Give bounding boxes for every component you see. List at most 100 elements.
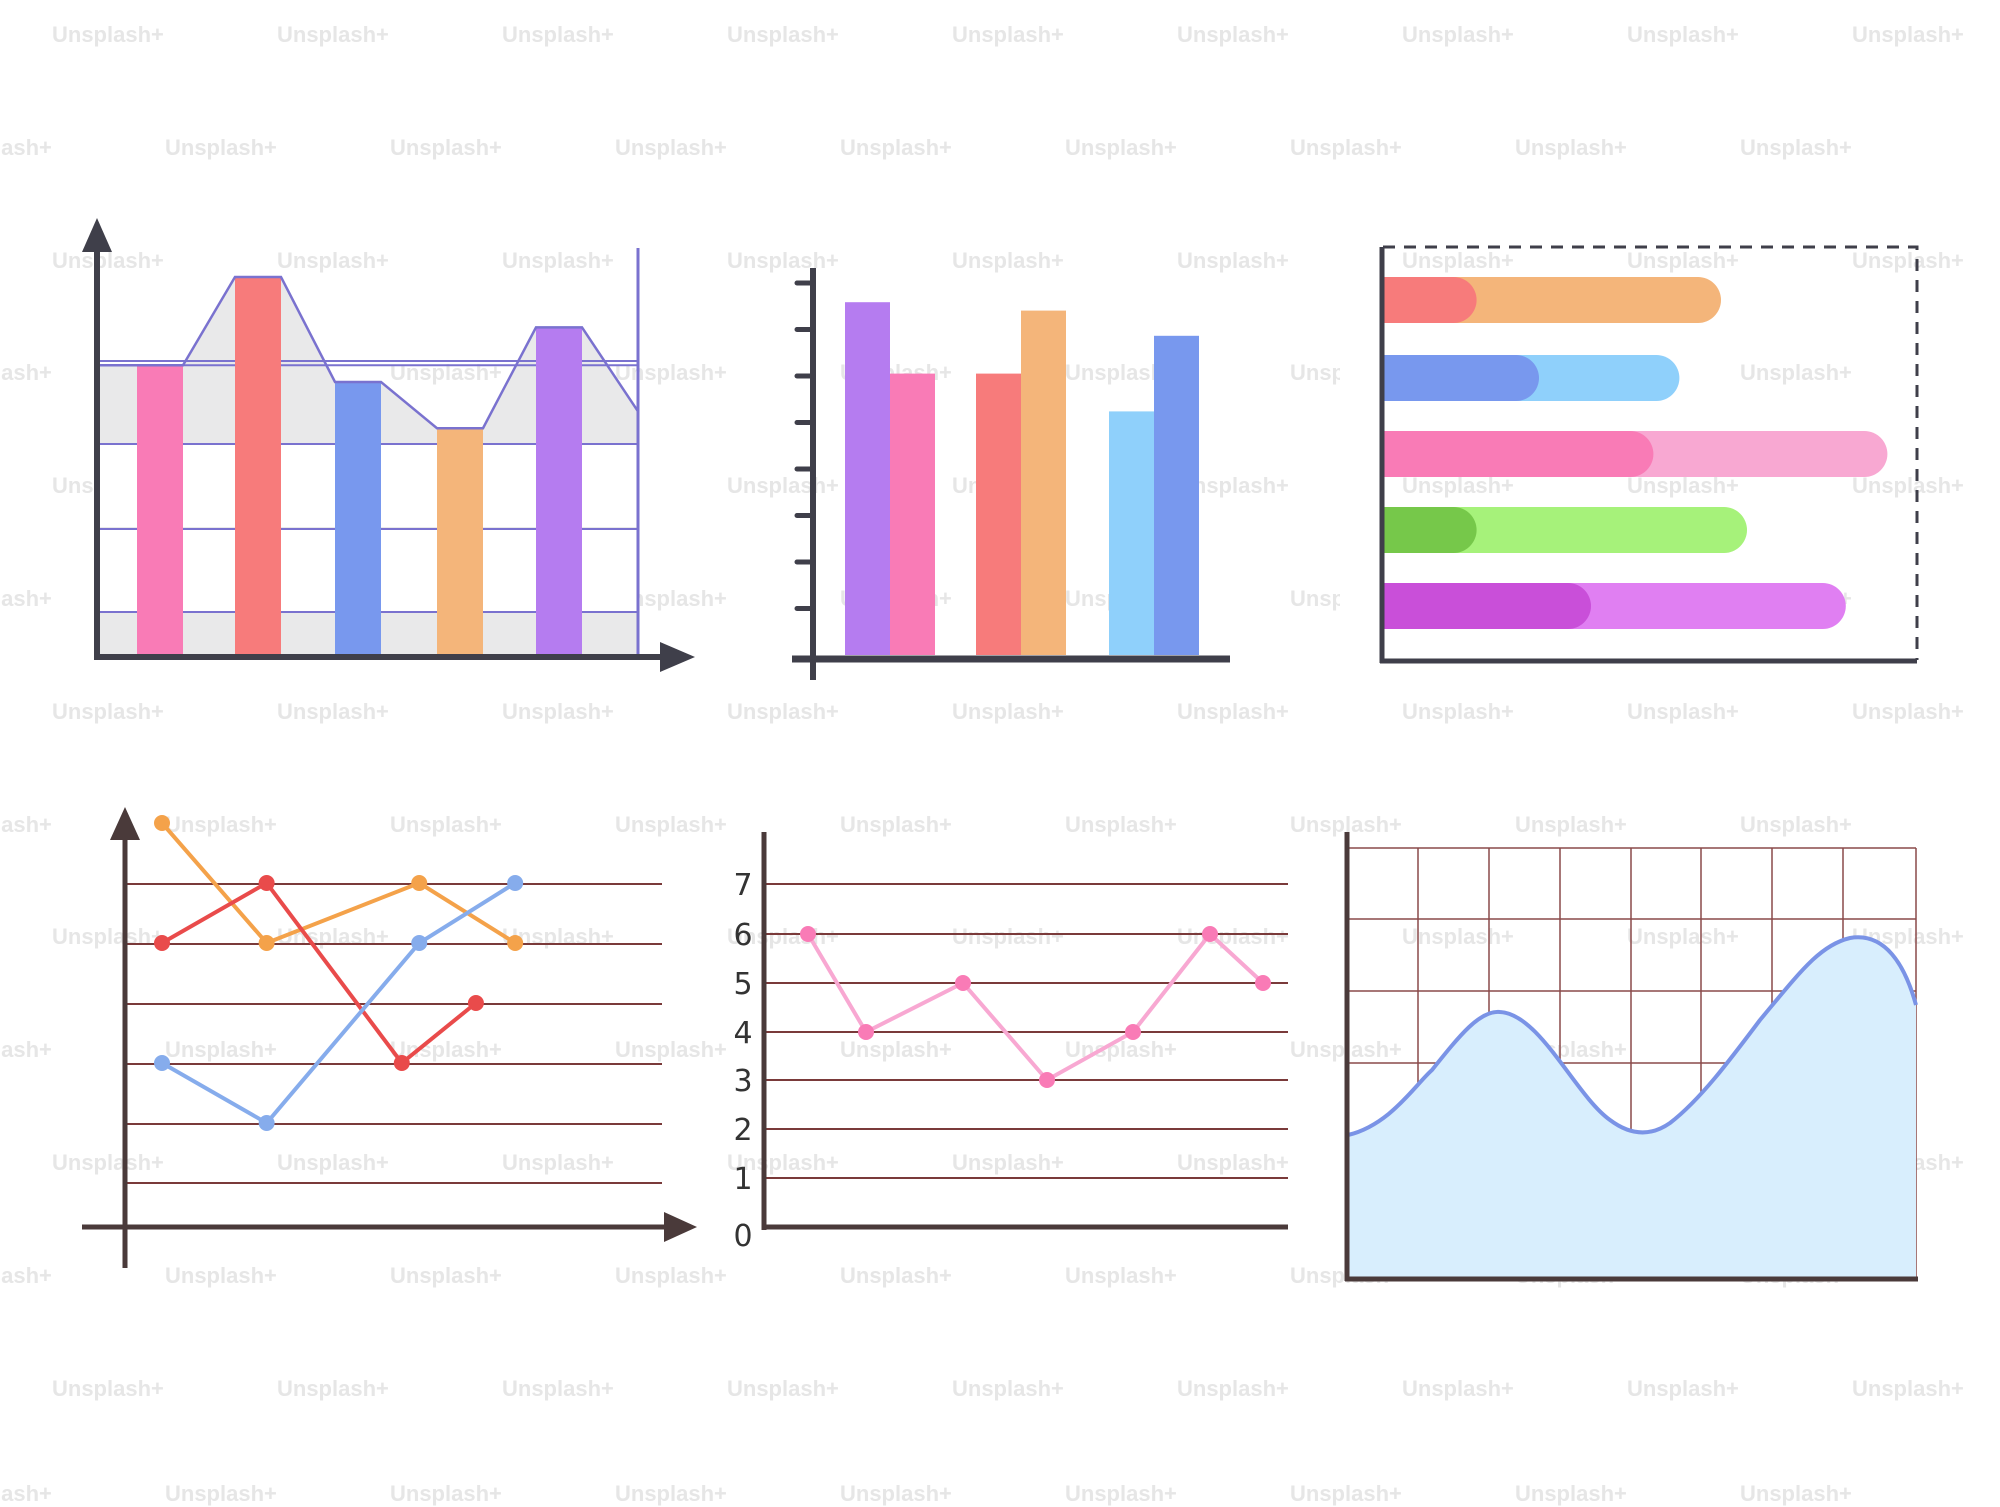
watermark-text: Unsplash+ (277, 1376, 389, 1401)
watermark-text: Unsplash+ (840, 135, 952, 160)
watermark-text: Unsplash+ (165, 135, 277, 160)
chart-6-area (1344, 832, 1918, 1282)
watermark-text: Unsplash+ (840, 812, 952, 837)
chart-3-horizontal-bar (1340, 240, 1919, 670)
watermark-text: Unsplash+ (1740, 135, 1852, 160)
watermark-text: Unsplash+ (952, 22, 1064, 47)
bar-inner (1353, 431, 1654, 477)
watermark-text: Unsplash+ (1177, 1150, 1289, 1175)
data-point (411, 935, 428, 951)
watermark-text: Unsplash+ (52, 1376, 164, 1401)
watermark-text: Unsplash+ (502, 699, 614, 724)
data-point (258, 935, 275, 951)
data-point (154, 815, 170, 831)
bar (335, 382, 381, 655)
series-line (161, 881, 517, 1126)
y-tick-label: 1 (733, 1162, 752, 1197)
watermark-text: Unsplash+ (52, 1150, 164, 1175)
watermark-text: Unsplash+ (52, 22, 164, 47)
watermark-text: Unsplash+ (52, 248, 164, 273)
y-tick-label: 4 (733, 1016, 752, 1051)
bar-inner (1353, 583, 1591, 629)
watermark-text: Unsplash+ (1627, 699, 1739, 724)
watermark-text: Unsplash+ (0, 360, 52, 385)
data-point (258, 1115, 275, 1131)
watermark-text: Unsplash+ (727, 473, 839, 498)
watermark-text: Unsplash+ (1290, 135, 1402, 160)
bar (437, 428, 483, 655)
data-point (1255, 975, 1271, 991)
watermark-text: Unsplash+ (1627, 924, 1739, 949)
watermark-text: Unsplash+ (727, 22, 839, 47)
watermark-text: Unsplash+ (502, 1376, 614, 1401)
watermark-text: Unsplash+ (615, 812, 727, 837)
bar (235, 277, 281, 655)
data-point (411, 875, 428, 891)
watermark-text: Unsplash+ (52, 699, 164, 724)
watermark-text: Unsplash+ (1852, 699, 1964, 724)
chart-5-line: 0 1 2 3 4 5 6 7 (733, 832, 1288, 1254)
series-line (161, 880, 478, 1066)
chart-2-grouped-bar (792, 268, 1230, 680)
x-axis-arrow (664, 1212, 697, 1242)
watermark-text: Unsplash+ (952, 924, 1064, 949)
bar (137, 365, 183, 655)
chart-4-multi-line (82, 807, 697, 1268)
watermark-text: Unsplash+ (1740, 360, 1852, 385)
bar (1109, 411, 1154, 655)
watermark-text: Unsplash+ (0, 1263, 52, 1288)
watermark-text: Unsplash+ (840, 1037, 952, 1062)
watermark-text: Unsplash+ (1402, 473, 1514, 498)
bar (1154, 335, 1199, 655)
watermark-text: Unsplash+ (1627, 22, 1739, 47)
watermark-text: Unsplash+ (1852, 248, 1964, 273)
watermark-text: Unsplash+ (1627, 1376, 1739, 1401)
data-point (800, 926, 816, 942)
watermark-text: Unsplash+ (952, 248, 1064, 273)
watermark-text: Unsplash+ (1402, 22, 1514, 47)
y-tick-label: 0 (733, 1219, 752, 1254)
watermark-text: Unsplash+ (615, 360, 727, 385)
watermark-text: Unsplash+ (1177, 699, 1289, 724)
watermark-text: Unsplash+ (1627, 248, 1739, 273)
data-point (154, 935, 170, 951)
watermark-text: Unsplash+ (1852, 1376, 1964, 1401)
watermark-text: Unsplash+ (952, 699, 1064, 724)
watermark-text: Unsplash+ (1740, 812, 1852, 837)
watermark-text: Unsplash+ (1402, 248, 1514, 273)
watermark-text: Unsplash+ (1402, 1376, 1514, 1401)
watermark-text: Unsplash+ (952, 1376, 1064, 1401)
data-point (507, 935, 524, 951)
area-fill (1348, 937, 1916, 1277)
series-line (1347, 935, 1918, 1137)
data-point (955, 975, 971, 991)
data-point (393, 1055, 410, 1071)
watermark-text: Unsplash+ (727, 924, 839, 949)
data-point (1125, 1024, 1141, 1040)
watermark-text: Unsplash+ (0, 586, 52, 611)
left-mask (1340, 240, 1382, 670)
watermark-text: Unsplash+ (1627, 473, 1739, 498)
watermark-text: Unsplash+ (390, 1263, 502, 1288)
y-tick-label: 6 (733, 918, 752, 953)
watermark-text: Unsplash+ (0, 1037, 52, 1062)
watermark-text: Unsplash+ (165, 1263, 277, 1288)
frame-dashed (1383, 245, 1919, 660)
watermark-text: Unsplash+ (1065, 1263, 1177, 1288)
data-point (507, 875, 524, 891)
watermark-text: Unsplash+ (952, 1150, 1064, 1175)
watermark-text: Unsplash+ (1065, 812, 1177, 837)
bar-inner (1353, 355, 1539, 401)
y-tick-label: 5 (733, 967, 752, 1002)
y-tick-label: 2 (733, 1113, 752, 1148)
watermark-text: Unsplash+ (615, 1037, 727, 1062)
watermark-text: Unsplash+ (277, 1150, 389, 1175)
watermark-text: Unsplash+ (727, 699, 839, 724)
watermark-text: Unsplash+ (1852, 473, 1964, 498)
watermark-text: Unsplash+ (840, 1263, 952, 1288)
y-tick-label: 7 (733, 868, 752, 903)
data-point (154, 1055, 170, 1071)
watermark-text: Unsplash+ (727, 1150, 839, 1175)
watermark-text: Unsplash+ (1852, 22, 1964, 47)
